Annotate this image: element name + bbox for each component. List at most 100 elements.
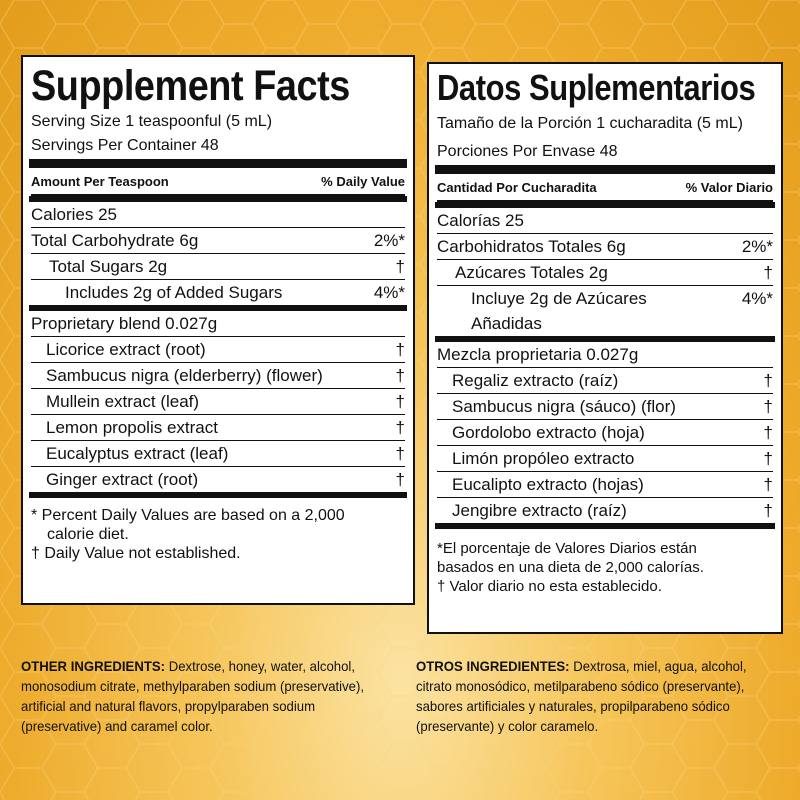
ingredient-dv: †	[763, 475, 773, 494]
blend-row: Proprietary blend 0.027g	[31, 311, 405, 337]
added-sugars-label: Incluye 2g de Azúcares Añadidas	[437, 286, 736, 336]
ingredient-row: Mullein extract (leaf) †	[31, 389, 405, 415]
ingredient-row: Regaliz extracto (raíz) †	[437, 368, 773, 394]
footnote-not-established: † Daily Value not established.	[31, 545, 241, 562]
divider	[29, 305, 407, 311]
supplement-facts-panel-es: Datos Suplementarios Tamaño de la Porció…	[427, 62, 783, 634]
serving-size: Serving Size 1 teaspoonful (5 mL)	[31, 113, 273, 130]
ingredient-dv: †	[395, 418, 405, 437]
blend-row: Mezcla proprietaria 0.027g	[437, 342, 773, 368]
calories-label: Calorías 25	[437, 211, 524, 230]
added-sugars-dv: 4%*	[741, 289, 773, 308]
column-header-row: Cantidad Por Cucharadita % Valor Diario	[437, 174, 773, 202]
ingredient-dv: †	[763, 501, 773, 520]
other-ingredients-es: OTROS INGREDIENTES: Dextrosa, miel, agua…	[416, 656, 773, 736]
other-ingredients-en: OTHER INGREDIENTS: Dextrose, honey, wate…	[21, 656, 397, 736]
carb-label: Carbohidratos Totales 6g	[437, 237, 626, 256]
added-sugars-row: Includes 2g of Added Sugars 4%*	[31, 280, 405, 305]
ingredient-dv: †	[763, 397, 773, 416]
ingredient-name: Limón propóleo extracto	[452, 449, 635, 468]
carb-row: Total Carbohydrate 6g 2%*	[31, 228, 405, 254]
ingredient-dv: †	[763, 371, 773, 390]
divider	[29, 492, 407, 498]
ingredient-dv: †	[395, 470, 405, 489]
ingredient-name: Regaliz extracto (raíz)	[452, 371, 619, 390]
added-sugars-label: Includes 2g of Added Sugars	[65, 283, 283, 302]
divider	[29, 196, 407, 202]
ingredient-dv: †	[763, 449, 773, 468]
footnote-daily-values: *El porcentaje de Valores Diarios están	[437, 540, 697, 557]
divider	[435, 336, 775, 342]
ingredient-row: Sambucus nigra (sáuco) (flor) †	[437, 394, 773, 420]
footnotes: *El porcentaje de Valores Diarios están …	[437, 539, 773, 596]
carb-label: Total Carbohydrate 6g	[31, 231, 199, 250]
servings-per-container: Servings Per Container 48	[31, 137, 219, 154]
serving-size: Tamaño de la Porción 1 cucharadita (5 mL…	[437, 115, 743, 132]
calories-label: Calories 25	[31, 205, 117, 224]
footnote-not-established: † Valor diario no esta establecido.	[437, 578, 662, 595]
ingredient-name: Sambucus nigra (sáuco) (flor)	[452, 397, 676, 416]
panel-title: Supplement Facts	[31, 62, 350, 110]
ingredient-row: Eucalyptus extract (leaf) †	[31, 441, 405, 467]
blend-label: Mezcla proprietaria 0.027g	[437, 345, 639, 364]
ingredient-row: Gordolobo extracto (hoja) †	[437, 420, 773, 446]
dv-header: % Daily Value	[321, 173, 405, 189]
other-ingredients-label: OTHER INGREDIENTS:	[21, 658, 166, 674]
ingredient-name: Sambucus nigra (elderberry) (flower)	[46, 366, 323, 385]
ingredient-name: Ginger extract (root)	[46, 470, 199, 489]
carb-row: Carbohidratos Totales 6g 2%*	[437, 234, 773, 260]
divider-thick	[435, 165, 775, 174]
divider	[435, 202, 775, 208]
added-sugars-row: Incluye 2g de Azúcares Añadidas 4%*	[437, 286, 773, 336]
blend-label: Proprietary blend 0.027g	[31, 314, 218, 333]
ingredient-row: Licorice extract (root) †	[31, 337, 405, 363]
other-ingredients-text: Dextrose, honey, water, alcohol, monosod…	[21, 658, 365, 734]
ingredient-row: Ginger extract (root) †	[31, 467, 405, 492]
servings-per-container: Porciones Por Envase 48	[437, 143, 618, 160]
added-sugars-label-line1: Incluye 2g de Azúcares	[471, 289, 647, 308]
supplement-facts-panel-en: Supplement Facts Serving Size 1 teaspoon…	[21, 55, 415, 605]
calories-row: Calories 25	[31, 202, 405, 228]
ingredient-name: Eucalyptus extract (leaf)	[46, 444, 229, 463]
ingredient-name: Gordolobo extracto (hoja)	[452, 423, 645, 442]
amount-header: Cantidad Por Cucharadita	[437, 179, 597, 195]
sugars-row: Total Sugars 2g †	[31, 254, 405, 280]
added-sugars-label-line2: Añadidas	[471, 314, 542, 333]
other-ingredients-label: OTROS INGREDIENTES:	[416, 658, 570, 674]
ingredient-row: Lemon propolis extract †	[31, 415, 405, 441]
ingredient-name: Licorice extract (root)	[46, 340, 206, 359]
ingredient-row: Sambucus nigra (elderberry) (flower) †	[31, 363, 405, 389]
column-header-row: Amount Per Teaspoon % Daily Value	[31, 168, 405, 196]
dv-header: % Valor Diario	[685, 179, 773, 195]
carb-dv: 2%*	[373, 231, 405, 250]
ingredient-name: Jengibre extracto (raíz)	[452, 501, 627, 520]
footnote-daily-values: * Percent Daily Values are based on a 2,…	[31, 507, 345, 524]
divider-thick	[29, 159, 407, 168]
ingredient-row: Jengibre extracto (raíz) †	[437, 498, 773, 523]
ingredient-name: Eucalipto extracto (hojas)	[452, 475, 644, 494]
sugars-dv: †	[763, 263, 773, 282]
ingredient-row: Eucalipto extracto (hojas) †	[437, 472, 773, 498]
ingredient-dv: †	[395, 392, 405, 411]
sugars-row: Azúcares Totales 2g †	[437, 260, 773, 286]
ingredient-dv: †	[763, 423, 773, 442]
ingredient-row: Limón propóleo extracto †	[437, 446, 773, 472]
ingredient-name: Lemon propolis extract	[46, 418, 218, 437]
sugars-dv: †	[395, 257, 405, 276]
ingredient-name: Mullein extract (leaf)	[46, 392, 200, 411]
added-sugars-dv: 4%*	[373, 283, 405, 302]
panel-title: Datos Suplementarios	[437, 67, 756, 108]
carb-dv: 2%*	[741, 237, 773, 256]
sugars-label: Total Sugars 2g	[49, 257, 168, 276]
calories-row: Calorías 25	[437, 208, 773, 234]
footnote-daily-values-cont: basados en una dieta de 2,000 calorías.	[437, 559, 704, 576]
ingredient-dv: †	[395, 444, 405, 463]
footnotes: * Percent Daily Values are based on a 2,…	[31, 506, 405, 563]
ingredient-dv: †	[395, 340, 405, 359]
other-ingredients-text: Dextrosa, miel, agua, alcohol, citrato m…	[416, 658, 747, 734]
amount-header: Amount Per Teaspoon	[31, 173, 169, 189]
sugars-label: Azúcares Totales 2g	[455, 263, 608, 282]
footnote-daily-values-cont: calorie diet.	[47, 526, 129, 543]
divider	[435, 523, 775, 529]
ingredient-dv: †	[395, 366, 405, 385]
